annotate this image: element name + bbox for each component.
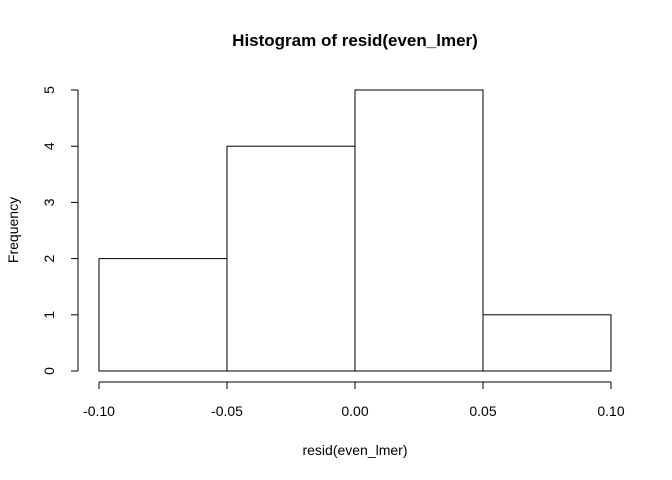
y-tick-label-4: 4 [41,142,57,150]
bars-group [98,89,612,372]
x-tick-label-1: -0.05 [211,403,243,419]
x-tick-label-4: 0.10 [597,403,624,419]
x-tick-label-0: -0.10 [83,403,115,419]
histogram-bar-2 [354,89,484,372]
x-tick-label-3: 0.05 [469,403,496,419]
y-tick-label-3: 3 [41,198,57,206]
y-tick-label-1: 1 [41,311,57,319]
y-axis-label: Frequency [5,197,21,263]
x-tick-label-2: 0.00 [341,403,368,419]
y-tick-label-0: 0 [41,367,57,375]
histogram-bar-3 [482,314,612,372]
x-axis: -0.10 -0.05 0.00 0.05 0.10 [83,381,625,419]
y-tick-label-5: 5 [41,86,57,94]
histogram-bar-0 [98,258,228,372]
y-tick-label-2: 2 [41,254,57,262]
x-axis-label: resid(even_lmer) [302,442,407,458]
y-axis: 0 1 2 3 4 5 [41,86,79,375]
chart-title: Histogram of resid(even_lmer) [232,31,478,50]
histogram-bar-1 [226,145,356,372]
